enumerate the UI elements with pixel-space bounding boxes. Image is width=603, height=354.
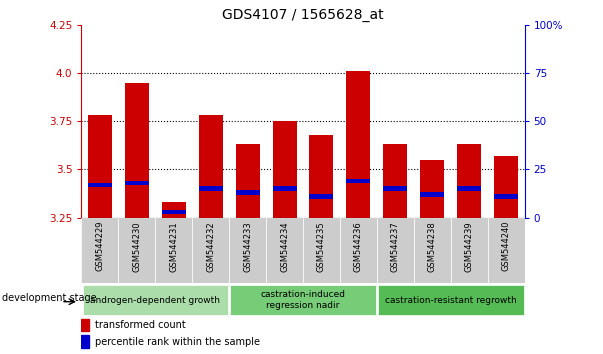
- Bar: [346, 71, 370, 218]
- Bar: [420, 160, 444, 218]
- Bar: [125, 82, 149, 218]
- Bar: [346, 179, 370, 183]
- Bar: [273, 186, 297, 191]
- Bar: [494, 156, 518, 218]
- Text: GSM544240: GSM544240: [502, 221, 511, 272]
- Bar: [88, 115, 112, 218]
- Bar: [81, 319, 89, 331]
- Bar: [230, 285, 376, 315]
- Text: GSM544238: GSM544238: [428, 221, 437, 272]
- Bar: [420, 192, 444, 197]
- Text: GSM544233: GSM544233: [243, 221, 252, 272]
- Bar: [192, 218, 229, 283]
- Bar: [457, 186, 481, 191]
- Bar: [236, 144, 260, 218]
- Text: GSM544239: GSM544239: [465, 221, 474, 272]
- Text: androgen-dependent growth: androgen-dependent growth: [90, 296, 220, 304]
- Bar: [309, 135, 333, 218]
- Bar: [236, 190, 260, 195]
- Text: GSM544236: GSM544236: [354, 221, 363, 272]
- Bar: [83, 285, 228, 315]
- Text: castration-resistant regrowth: castration-resistant regrowth: [385, 296, 517, 304]
- Text: GSM544231: GSM544231: [169, 221, 178, 272]
- Bar: [88, 183, 112, 187]
- Bar: [81, 218, 118, 283]
- Text: transformed count: transformed count: [95, 320, 186, 330]
- Bar: [414, 218, 451, 283]
- Bar: [378, 285, 523, 315]
- Bar: [198, 186, 223, 191]
- Bar: [384, 144, 408, 218]
- Text: percentile rank within the sample: percentile rank within the sample: [95, 337, 260, 347]
- Title: GDS4107 / 1565628_at: GDS4107 / 1565628_at: [222, 8, 384, 22]
- Bar: [488, 218, 525, 283]
- Bar: [162, 202, 186, 218]
- Bar: [340, 218, 377, 283]
- Bar: [162, 210, 186, 214]
- Bar: [457, 144, 481, 218]
- Text: GSM544230: GSM544230: [132, 221, 141, 272]
- Bar: [118, 218, 156, 283]
- Text: development stage: development stage: [2, 293, 96, 303]
- Text: GSM544229: GSM544229: [95, 221, 104, 272]
- Text: GSM544235: GSM544235: [317, 221, 326, 272]
- Text: castration-induced
regression nadir: castration-induced regression nadir: [260, 290, 346, 310]
- Bar: [81, 335, 89, 348]
- Bar: [377, 218, 414, 283]
- Bar: [303, 218, 340, 283]
- Bar: [494, 194, 518, 199]
- Text: GSM544234: GSM544234: [280, 221, 289, 272]
- Text: GSM544232: GSM544232: [206, 221, 215, 272]
- Bar: [451, 218, 488, 283]
- Bar: [198, 115, 223, 218]
- Bar: [266, 218, 303, 283]
- Bar: [156, 218, 192, 283]
- Bar: [273, 121, 297, 218]
- Bar: [384, 186, 408, 191]
- Text: GSM544237: GSM544237: [391, 221, 400, 272]
- Bar: [229, 218, 266, 283]
- Bar: [309, 194, 333, 199]
- Bar: [125, 181, 149, 185]
